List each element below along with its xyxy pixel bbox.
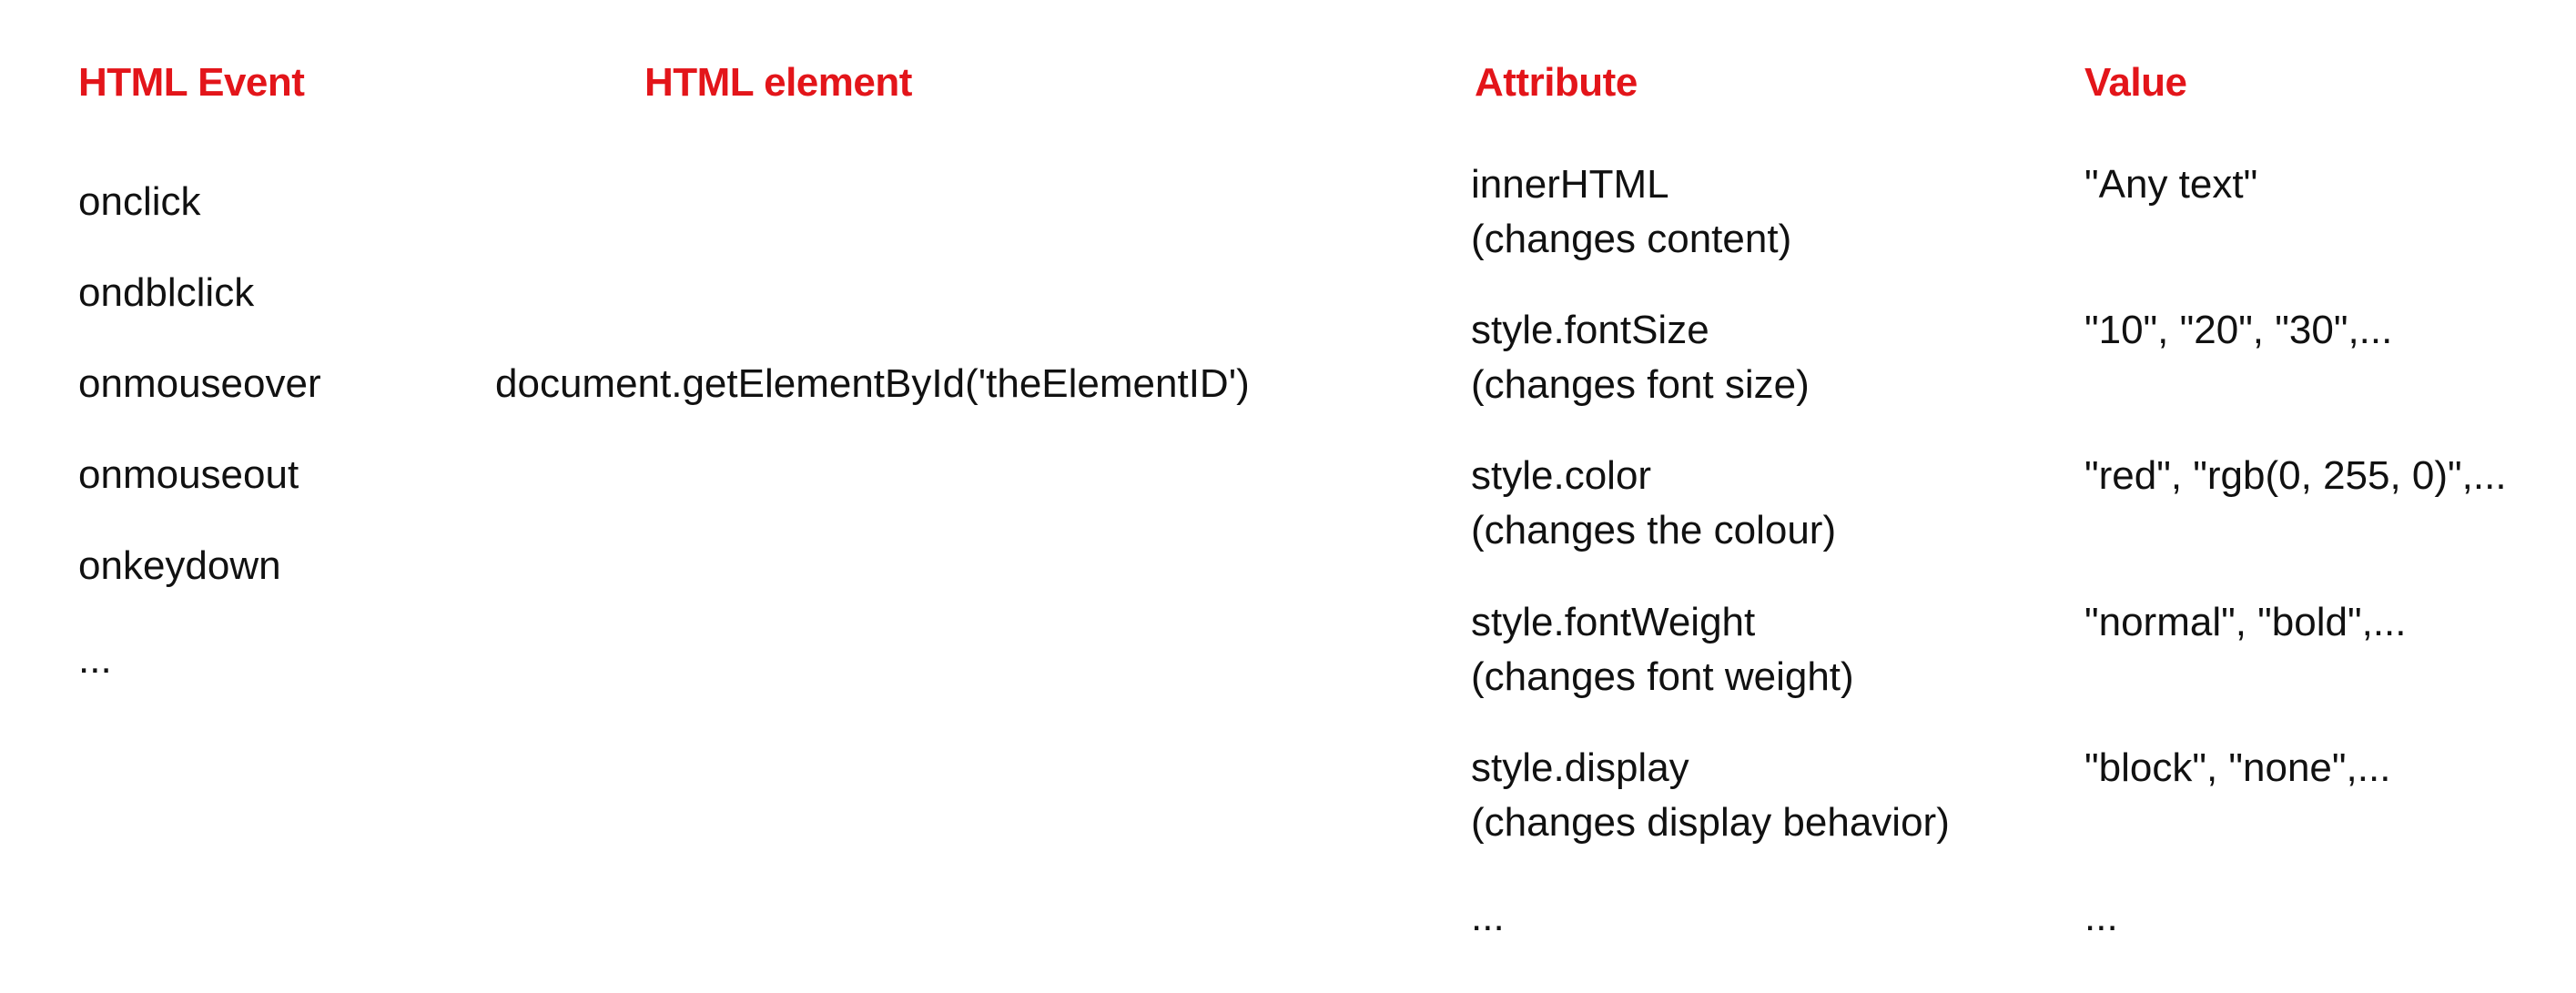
- element-expression: document.getElementById('theElementID'): [495, 361, 1250, 406]
- attribute-name: innerHTML: [1471, 162, 1669, 207]
- heading-html-event: HTML Event: [78, 60, 305, 105]
- event-item: onmouseout: [78, 452, 299, 497]
- value-item: "block", "none",...: [2084, 745, 2391, 790]
- attribute-name: style.color: [1471, 453, 1652, 498]
- attribute-item: style.fontSize (changes font size): [1471, 303, 1810, 412]
- value-ellipsis: ...: [2084, 895, 2118, 939]
- value-item: "red", "rgb(0, 255, 0)",...: [2084, 453, 2507, 498]
- attribute-description: (changes font weight): [1471, 654, 1854, 699]
- heading-html-element: HTML element: [644, 60, 912, 105]
- event-item: onclick: [78, 179, 201, 224]
- value-item: "normal", "bold",...: [2084, 600, 2407, 644]
- value-item: "Any text": [2084, 162, 2258, 207]
- event-item: onkeydown: [78, 543, 281, 588]
- attribute-name: style.fontSize: [1471, 308, 1709, 352]
- event-item: ondblclick: [78, 270, 255, 315]
- attribute-item: innerHTML (changes content): [1471, 157, 1791, 267]
- heading-value: Value: [2084, 60, 2187, 105]
- attribute-name: style.display: [1471, 745, 1689, 790]
- attribute-item: style.color (changes the colour): [1471, 449, 1836, 558]
- event-item: onmouseover: [78, 361, 321, 406]
- attribute-description: (changes display behavior): [1471, 800, 1950, 845]
- attribute-ellipsis: ...: [1471, 895, 1505, 939]
- value-item: "10", "20", "30",...: [2084, 308, 2393, 352]
- attribute-description: (changes content): [1471, 217, 1792, 261]
- attribute-name: style.fontWeight: [1471, 600, 1756, 644]
- event-ellipsis: ...: [78, 637, 112, 682]
- attribute-description: (changes the colour): [1471, 508, 1837, 552]
- attribute-item: style.display (changes display behavior): [1471, 741, 1950, 850]
- heading-attribute: Attribute: [1475, 60, 1638, 105]
- attribute-description: (changes font size): [1471, 362, 1810, 407]
- attribute-item: style.fontWeight (changes font weight): [1471, 595, 1854, 704]
